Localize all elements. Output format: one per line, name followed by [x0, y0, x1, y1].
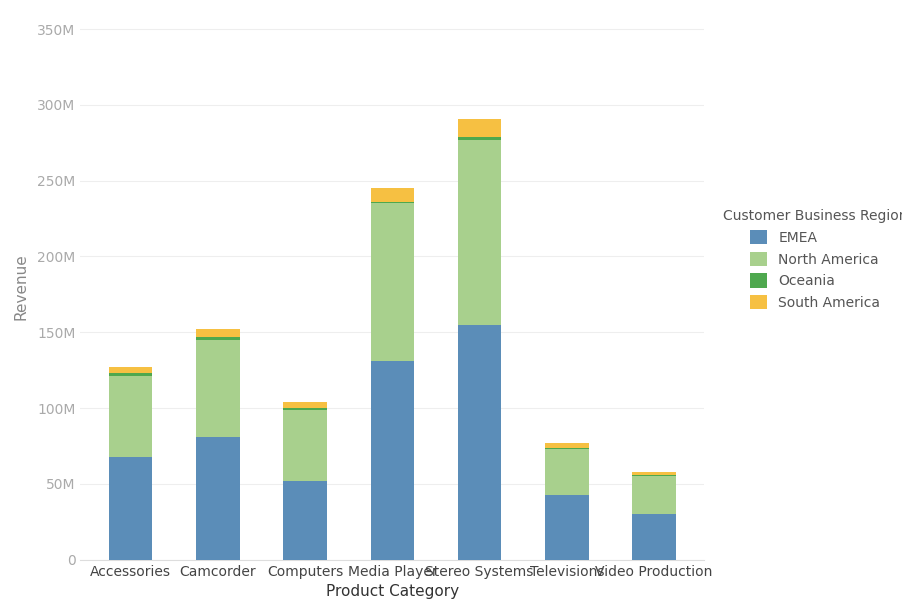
Bar [196, 437, 239, 560]
Bar [196, 337, 239, 340]
Bar [457, 118, 501, 137]
Bar [631, 514, 676, 560]
Bar [370, 202, 414, 204]
Bar [545, 447, 588, 449]
Bar [457, 137, 501, 140]
Bar [457, 140, 501, 325]
Bar [631, 475, 676, 476]
X-axis label: Product Category: Product Category [326, 584, 458, 599]
Bar [631, 472, 676, 475]
Bar [283, 481, 327, 560]
Bar [370, 188, 414, 202]
Bar [545, 443, 588, 447]
Bar [631, 476, 676, 514]
Bar [545, 495, 588, 560]
Y-axis label: Revenue: Revenue [14, 253, 29, 320]
Bar [457, 325, 501, 560]
Legend: EMEA, North America, Oceania, South America: EMEA, North America, Oceania, South Amer… [717, 204, 902, 316]
Bar [283, 409, 327, 481]
Bar [283, 402, 327, 408]
Bar [109, 373, 152, 376]
Bar [109, 376, 152, 457]
Bar [196, 340, 239, 437]
Bar [370, 204, 414, 361]
Bar [196, 329, 239, 337]
Bar [370, 361, 414, 560]
Bar [283, 408, 327, 409]
Bar [109, 457, 152, 560]
Bar [545, 449, 588, 495]
Bar [109, 367, 152, 373]
